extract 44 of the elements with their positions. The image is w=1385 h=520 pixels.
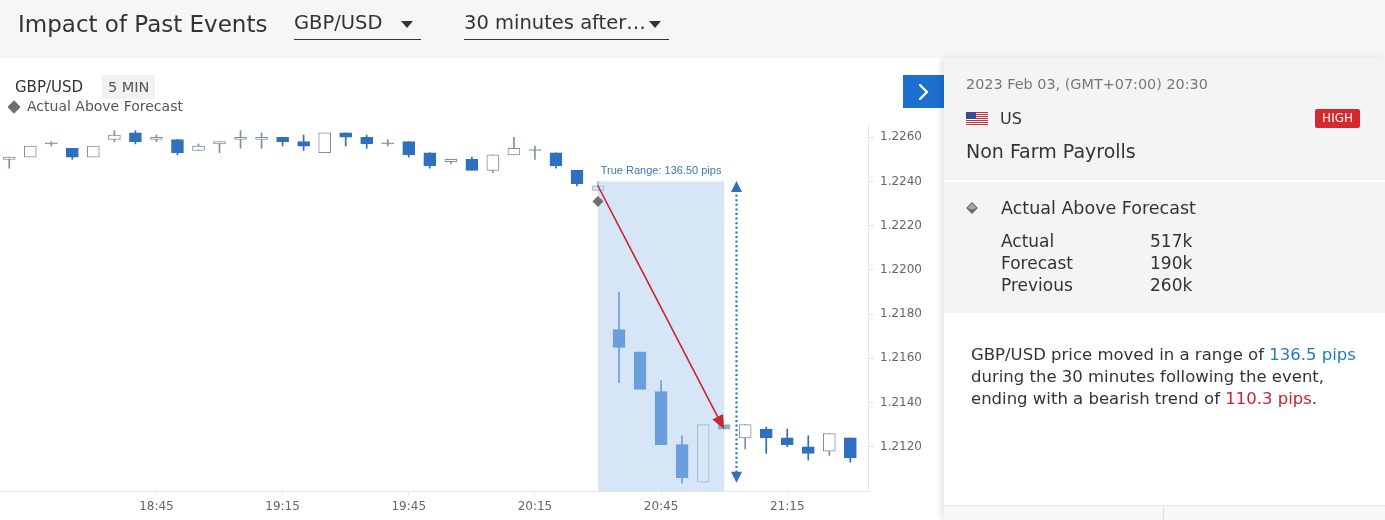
text: GBP/USD: [294, 10, 383, 36]
candlestick: [318, 132, 331, 154]
text: Forecast: [1001, 252, 1073, 274]
text: HIGH: [1315, 109, 1360, 128]
candlestick: [633, 351, 647, 390]
text: ending with a bearish trend of: [971, 389, 1220, 408]
y-tick-label: 1.2200: [880, 262, 922, 277]
text: 190k: [1150, 252, 1193, 274]
text: Actual: [1001, 230, 1055, 252]
text: Previous: [1001, 274, 1073, 296]
x-tick-label: 20:45: [643, 499, 679, 514]
text: .: [1311, 389, 1318, 408]
chart-title: Impact of Past Events: [18, 10, 268, 39]
legend-label: Actual Above Forecast: [27, 97, 184, 114]
y-tick-label: 1.2240: [880, 173, 922, 188]
text: Non Farm Payrolls: [966, 139, 1136, 164]
text: Actual Above Forecast: [1001, 197, 1196, 219]
chart-subtitle: GBP/USD: [15, 77, 84, 97]
text: 30 minutes after…: [464, 10, 646, 36]
y-tick-label: 1.2160: [880, 350, 922, 365]
x-tick-label: 19:15: [265, 499, 300, 514]
x-tick-label: 20:15: [517, 499, 553, 514]
x-tick-label: 18:45: [139, 499, 174, 514]
text: 110.3 pips: [1225, 389, 1312, 408]
text: 2023 Feb 03, (GMT+07:00) 20:30: [966, 75, 1208, 94]
candlestick: [44, 141, 58, 147]
band-label: True Range: 136.50 pips: [600, 164, 722, 177]
text: US: [1000, 108, 1022, 130]
text: 136.5 pips: [1269, 345, 1356, 364]
text: 260k: [1150, 274, 1193, 296]
x-tick-label: 21:15: [769, 499, 805, 514]
x-tick-label: 19:45: [391, 499, 427, 514]
candlestick: [612, 291, 626, 383]
y-tick-label: 1.2260: [880, 129, 922, 144]
y-tick-label: 1.2220: [880, 217, 922, 232]
text: GBP/USD price moved in a range of: [971, 345, 1264, 364]
text: 5 MIN: [102, 75, 156, 99]
candlestick: [696, 424, 710, 483]
text: during the 30 minutes following the event,: [971, 367, 1325, 386]
candlestick: [381, 139, 395, 147]
y-tick-label: 1.2180: [880, 306, 922, 321]
y-tick-label: 1.2140: [880, 394, 922, 409]
text: 517k: [1150, 230, 1193, 252]
y-tick-label: 1.2120: [880, 438, 922, 453]
